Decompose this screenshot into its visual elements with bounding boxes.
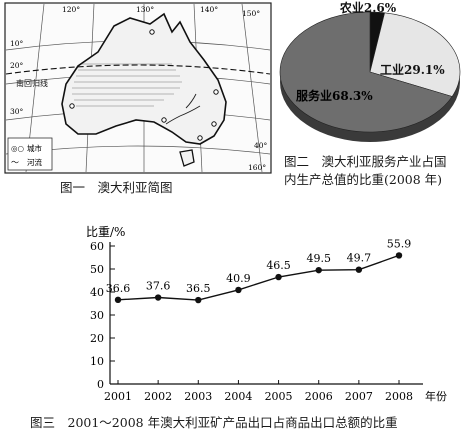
lon-label-160: 160° <box>248 163 266 172</box>
pie-chart: 农业2.6% 工业29.1% 服务业68.3% <box>276 0 464 152</box>
pie-chart-svg: 农业2.6% 工业29.1% 服务业68.3% <box>279 0 461 142</box>
data-point <box>114 296 122 304</box>
data-label: 46.5 <box>266 259 291 272</box>
interior-hatching <box>72 63 182 107</box>
data-label: 49.5 <box>306 252 331 265</box>
y-tick-label: 60 <box>90 240 104 253</box>
pie-label-3: 服务业68.3% <box>296 88 373 103</box>
data-point <box>315 266 322 274</box>
australia-outline <box>61 12 227 145</box>
australia-map-svg: 南回归线 120° 130° 140° 150° 110° 160° 10° 2… <box>4 2 272 174</box>
x-tick-label: 2008 <box>385 390 413 403</box>
figure2-caption: 图二 澳大利亚服务产业占国 内生产总值的比重(2008 年) <box>284 153 462 189</box>
map-cities <box>69 29 219 141</box>
map-legend-box <box>7 137 53 171</box>
data-label: 40.9 <box>226 272 251 285</box>
series-line <box>117 254 400 301</box>
y-tick-label: 50 <box>90 263 104 276</box>
lat-label-30: 30° <box>10 107 24 116</box>
lon-label-150: 150° <box>242 9 260 18</box>
figure3-caption: 图三 2001～2008 年澳大利亚矿产品出口占商品出口总额的比重 <box>30 415 398 430</box>
data-point <box>235 286 242 294</box>
x-tick-label: 2006 <box>305 390 333 403</box>
pie-slice-3 <box>279 11 453 133</box>
x-axis-label: 年份 <box>425 389 447 403</box>
lat-label-20: 20° <box>10 61 24 70</box>
legend-city-symbol: ◎○ <box>11 144 24 153</box>
data-label: 37.6 <box>146 280 171 293</box>
data-label: 36.5 <box>186 282 211 295</box>
lat-label-40: 40° <box>254 141 268 150</box>
data-label: 55.9 <box>387 237 412 250</box>
map-rivers <box>165 93 201 125</box>
line-chart-svg: 0 10 20 30 40 50 60 2001 2002 2003 2004 2005 2006 200… <box>86 225 447 403</box>
lon-label-130: 130° <box>136 5 154 14</box>
x-tick-label: 2007 <box>345 390 373 403</box>
x-tick-label: 2002 <box>144 390 172 403</box>
data-point <box>275 273 282 281</box>
line-chart: 0 10 20 30 40 50 60 2001 2002 2003 2004 2005 2006 200… <box>0 216 468 412</box>
y-tick-label: 10 <box>90 355 104 368</box>
data-point <box>355 266 363 273</box>
pie-slice-2 <box>369 12 461 97</box>
data-point <box>395 252 403 259</box>
y-axis-label: 比重/% <box>86 225 125 239</box>
line-axes <box>109 242 423 385</box>
y-tick-label: 30 <box>90 309 104 322</box>
legend-river-symbol: ～ <box>11 158 19 167</box>
figure2-caption-line1: 图二 澳大利亚服务产业占国 <box>284 154 447 169</box>
australia-map: 南回归线 120° 130° 140° 150° 110° 160° 10° 2… <box>4 2 272 174</box>
x-tick-label: 2004 <box>224 390 252 403</box>
y-tick-label: 20 <box>90 332 104 345</box>
figure2-caption-line2: 内生产总值的比重(2008 年) <box>284 172 443 187</box>
pie-slices <box>279 11 461 133</box>
lat-label-10: 10° <box>10 39 24 48</box>
legend-city-label: 城市 <box>27 143 42 153</box>
pie-label-1: 农业2.6% <box>339 0 397 15</box>
tasmania-outline <box>179 149 195 167</box>
tropic-of-capricorn-line <box>5 64 271 75</box>
tropic-label: 南回归线 <box>16 78 48 88</box>
y-tick-label: 0 <box>97 378 104 391</box>
data-label: 36.6 <box>106 282 131 295</box>
figure1-caption: 图一 澳大利亚简图 <box>60 180 173 195</box>
data-point <box>195 296 202 304</box>
y-tick-label: 40 <box>90 286 104 299</box>
data-label: 49.7 <box>347 252 372 265</box>
data-point <box>154 294 162 301</box>
lon-label-140: 140° <box>200 5 218 14</box>
pie-label-2: 工业29.1% <box>380 62 445 77</box>
lon-label-120: 120° <box>62 5 80 14</box>
pie-labels: 农业2.6% 工业29.1% 服务业68.3% <box>296 0 445 103</box>
legend-river-label: 河流 <box>27 157 42 167</box>
x-tick-label: 2003 <box>184 390 212 403</box>
x-tick-label: 2001 <box>104 390 132 403</box>
x-tick-label: 2005 <box>265 390 293 403</box>
